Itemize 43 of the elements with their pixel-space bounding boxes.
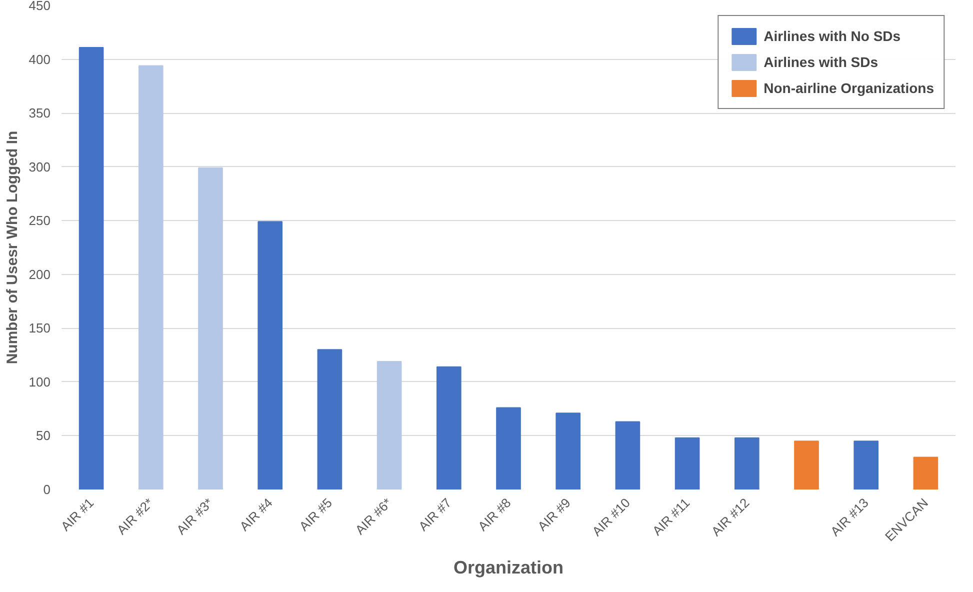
bar: [78, 46, 104, 490]
y-tick-label: 200: [28, 266, 51, 282]
bar: [317, 349, 342, 490]
legend-label: Airlines with No SDs: [764, 28, 901, 44]
bar: [674, 437, 700, 490]
x-axis-title: Organization: [454, 557, 564, 578]
bar: [854, 440, 879, 490]
bar: [496, 407, 521, 490]
bar: [436, 366, 462, 490]
x-tick-label: AIR #3*: [174, 495, 216, 538]
y-tick-label: 0: [43, 482, 51, 497]
x-tick-label: AIR #8: [475, 495, 514, 534]
y-tick-label: 300: [28, 159, 51, 174]
y-tick-label: 100: [28, 374, 51, 390]
y-tick-label: 250: [28, 213, 51, 228]
y-tick-label: 450: [28, 0, 51, 13]
bar: [138, 65, 164, 490]
x-tick-label: AIR #6*: [352, 495, 395, 538]
bar: [794, 440, 819, 490]
bar: [376, 361, 402, 490]
y-axis-title: Number of Usesr Who Logged In: [4, 130, 21, 364]
x-tick-label: AIR #10: [589, 495, 634, 540]
x-tick-label: AIR #2*: [114, 495, 156, 538]
legend-label: Airlines with SDs: [764, 54, 878, 70]
x-tick-label: AIR #13: [828, 495, 872, 540]
bar: [258, 221, 283, 490]
y-tick-label: 150: [28, 320, 51, 336]
x-tick-label: AIR #12: [708, 495, 752, 540]
x-tick-label: AIR #5: [296, 495, 336, 534]
y-tick-label: 350: [28, 106, 51, 121]
bar: [615, 421, 640, 490]
legend-label: Non-airline Organizations: [764, 80, 934, 96]
x-tick-label: AIR #11: [649, 495, 693, 538]
bar: [913, 456, 938, 490]
bar: [734, 437, 760, 490]
y-tick-label: 400: [28, 52, 51, 67]
x-tick-label: AIR #7: [415, 495, 454, 534]
bar: [556, 412, 581, 490]
x-tick-label: AIR #9: [534, 495, 574, 534]
bar: [198, 167, 223, 490]
x-tick-label: AIR #4: [236, 495, 276, 534]
x-tick-label: AIR #1: [58, 495, 97, 534]
y-tick-label: 50: [36, 428, 51, 444]
